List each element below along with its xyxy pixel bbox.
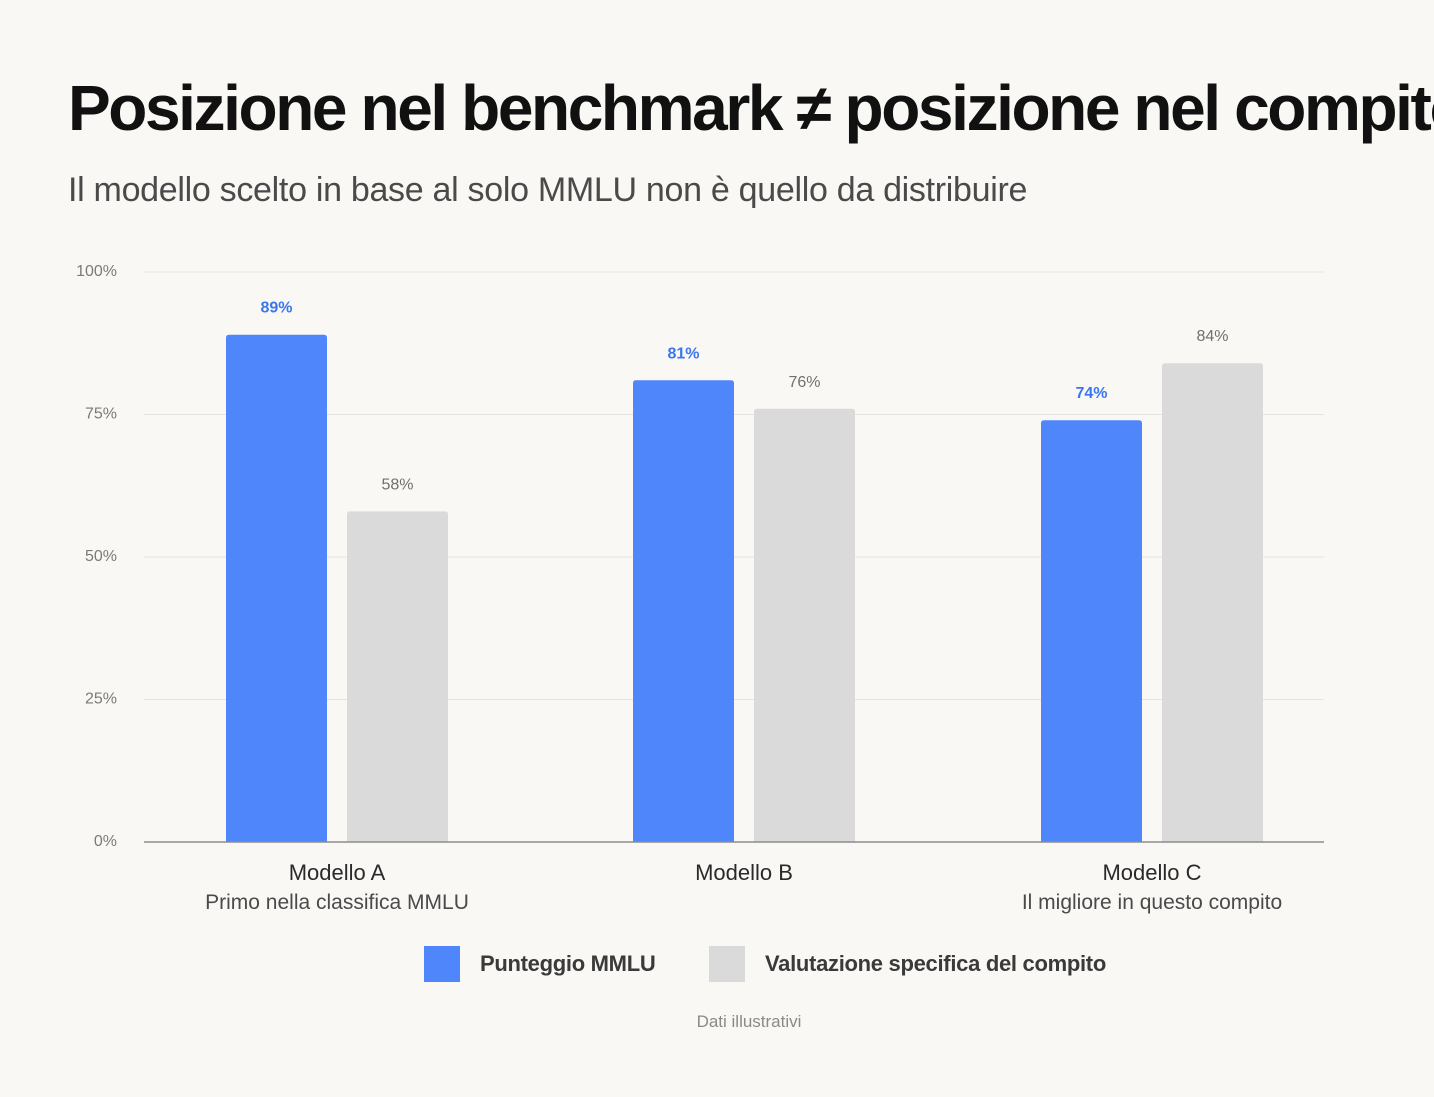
x-category-label-2: Modello B [695, 860, 793, 885]
x-category-sublabel-3: Il migliore in questo compito [1022, 891, 1282, 914]
chart-title: Posizione nel benchmark ≠ posizione nel … [68, 72, 1434, 144]
x-category-label-1: Modello A [289, 860, 386, 885]
legend-item-task-eval: Valutazione specifica del compito [709, 946, 1106, 982]
value-label-mmlu-2: 81% [667, 345, 699, 362]
chart-legend: Punteggio MMLU Valutazione specifica del… [0, 946, 1434, 982]
footnote: Dati illustrativi [696, 1012, 802, 1031]
legend-label-mmlu: Punteggio MMLU [480, 951, 656, 976]
chart-subtitle: Il modello scelto in base al solo MMLU n… [68, 171, 1028, 209]
value-label-task-eval-1: 58% [381, 476, 413, 493]
y-tick-label-0: 0% [94, 833, 117, 850]
y-tick-label-50: 50% [85, 548, 117, 565]
bar-chart: 0% 25% 50% 75% 100% 89% 58% Modello A Primo nell… [76, 263, 1324, 914]
bar-mmlu-3 [1041, 420, 1142, 842]
y-tick-label-25: 25% [85, 691, 117, 708]
y-tick-label-75: 75% [85, 406, 117, 423]
value-label-mmlu-3: 74% [1075, 385, 1107, 402]
x-category-label-3: Modello C [1102, 860, 1201, 885]
legend-swatch-mmlu [424, 946, 460, 982]
legend-swatch-task-eval [709, 946, 745, 982]
legend-item-mmlu: Punteggio MMLU [424, 946, 656, 982]
bar-task-eval-2 [754, 408, 855, 842]
y-tick-label-100: 100% [76, 263, 117, 280]
x-category-sublabel-1: Primo nella classifica MMLU [205, 891, 469, 914]
value-label-task-eval-3: 84% [1196, 328, 1228, 345]
bar-task-eval-1 [347, 511, 448, 842]
bar-task-eval-3 [1162, 363, 1263, 842]
value-label-mmlu-1: 89% [260, 300, 292, 317]
bar-mmlu-1 [226, 334, 327, 842]
value-label-task-eval-2: 76% [788, 374, 820, 391]
bar-mmlu-2 [633, 380, 734, 842]
legend-label-task-eval: Valutazione specifica del compito [765, 951, 1106, 976]
